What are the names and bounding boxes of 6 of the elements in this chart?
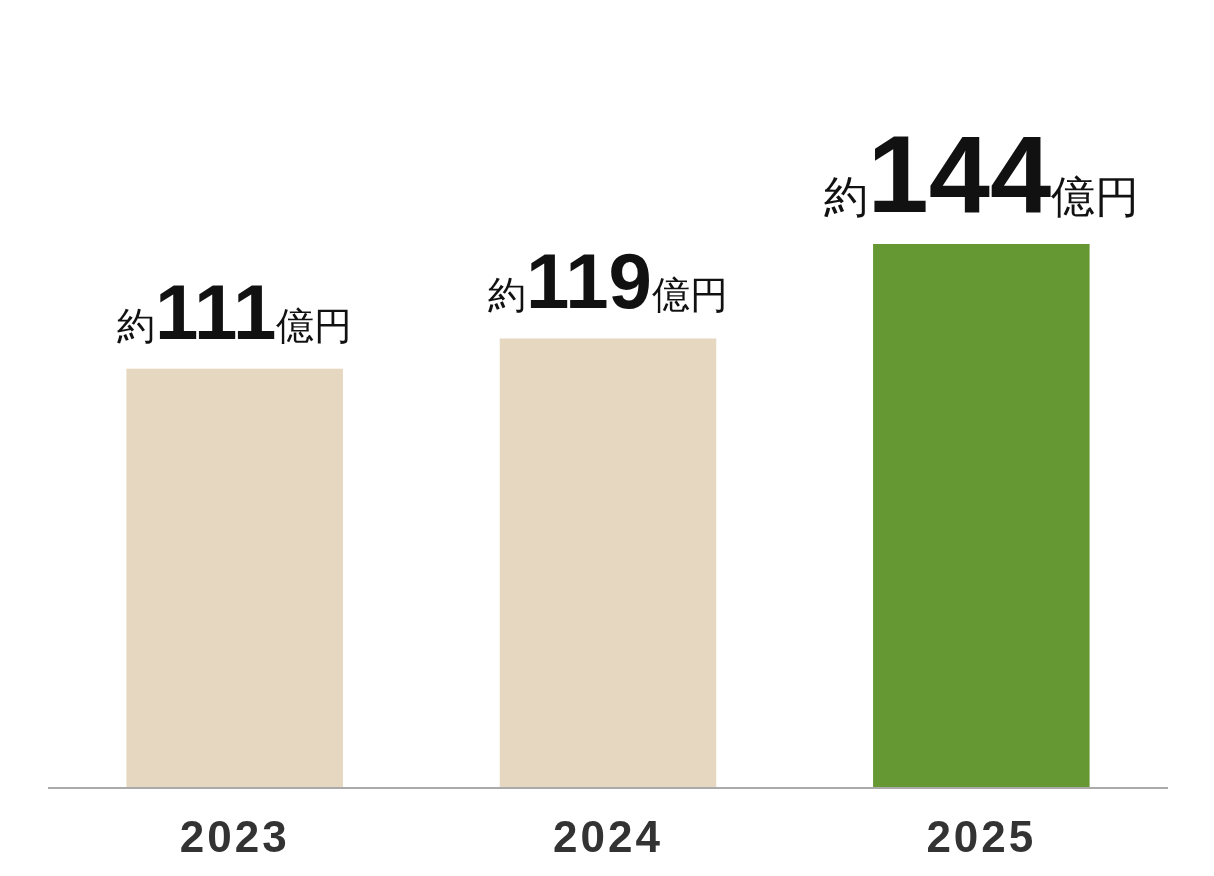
- data-label: 約119億円: [488, 237, 728, 326]
- x-tick-label: 2024: [553, 812, 663, 861]
- x-tick-label: 2023: [179, 812, 290, 861]
- data-label: 約111億円: [116, 267, 353, 356]
- data-label: 約144億円: [823, 112, 1140, 235]
- x-tick-label: 2025: [926, 812, 1037, 861]
